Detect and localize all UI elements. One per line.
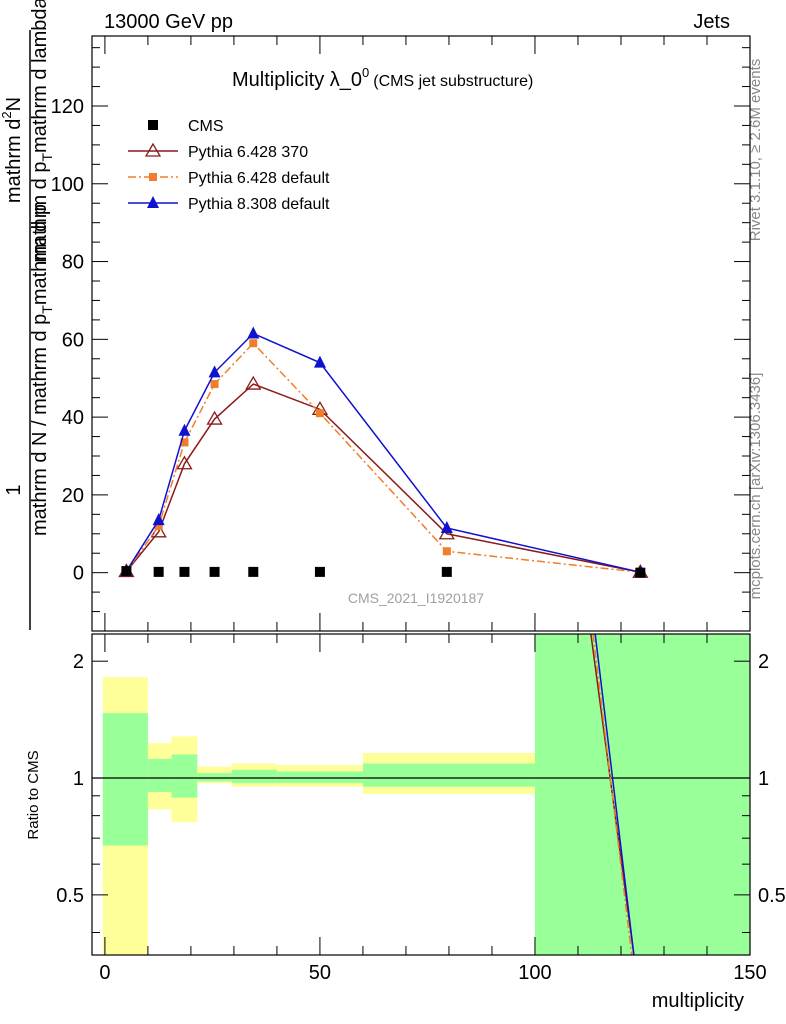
data-point-3 <box>152 513 165 526</box>
data-point-3 <box>178 423 191 436</box>
ylabel-den-b: mathrm d lambda <box>29 0 51 153</box>
data-point-2 <box>249 339 258 348</box>
ylabel-top-den-sub: T <box>39 305 55 314</box>
lower-xtick-label: 100 <box>518 962 551 984</box>
legend-marker-2 <box>149 173 157 181</box>
ylabel-den: mathrm d pTmathrm d lambda <box>29 0 55 263</box>
lower-xtick-label: 50 <box>309 962 331 984</box>
upper-ytick-label: 20 <box>62 485 84 507</box>
lower-ytick-label-left: 2 <box>73 651 84 673</box>
series-line-3 <box>125 332 641 574</box>
data-point-1 <box>176 455 193 470</box>
data-point-3 <box>440 520 453 533</box>
uncertainty-band-green <box>171 754 198 798</box>
data-point-1 <box>245 375 262 390</box>
ylabel-top-den-a: mathrm d N / mathrm d p <box>29 314 51 536</box>
chart-title-sup: 0 <box>362 65 369 80</box>
data-point-0 <box>121 566 132 577</box>
lower-ytick-label-right: 0.5 <box>758 885 786 907</box>
mcplots-label: mcplots.cern.ch [arXiv:1306.3436] <box>747 373 764 600</box>
upper-ytick-label: 60 <box>62 329 84 351</box>
lower-frame <box>91 633 751 956</box>
lower-ytick-label-right: 2 <box>758 651 769 673</box>
header-right: Jets <box>693 11 730 33</box>
chart-title-sub: (CMS jet substructure) <box>373 73 533 90</box>
data-point-2 <box>154 522 163 530</box>
data-point-0 <box>179 566 190 577</box>
legend-marker-1 <box>144 142 162 157</box>
upper-ytick-label: 120 <box>51 96 84 118</box>
rivet-label: Rivet 3.1.10, ≥ 2.6M events <box>747 59 764 242</box>
lower-ylabel: Ratio to CMS <box>25 750 42 839</box>
ylabel-den-a: mathrm d p <box>29 162 51 263</box>
legend-marker-0 <box>148 120 158 130</box>
legend-label: Pythia 6.428 370 <box>188 144 308 161</box>
ylabel-one: 1 <box>3 484 25 495</box>
chart-title: Multiplicity λ_00 (CMS jet substructure) <box>232 65 533 91</box>
legend-label: CMS <box>188 118 224 135</box>
data-point-2 <box>210 380 219 389</box>
ratio-line-2 <box>594 634 635 955</box>
lower-xlabel: multiplicity <box>652 990 744 1012</box>
legend-label: Pythia 6.428 default <box>188 170 330 187</box>
data-point-3 <box>208 365 221 378</box>
uncertainty-band-green <box>231 769 277 784</box>
lower-xtick-label: 0 <box>99 962 110 984</box>
header-left: 13000 GeV pp <box>104 11 233 33</box>
uncertainty-band-green <box>147 758 172 793</box>
data-point-0 <box>209 566 220 577</box>
upper-frame <box>91 35 751 632</box>
ylabel-num-a: mathrm d <box>3 119 25 203</box>
upper-ytick-label: 40 <box>62 407 84 429</box>
data-point-3 <box>247 326 260 339</box>
lower-ytick-label-right: 1 <box>758 768 769 790</box>
ylabel-num: mathrm d2N <box>0 97 25 203</box>
chart-title-main: Multiplicity λ_0 <box>232 69 362 91</box>
ylabel-top-den-b: mathrm d p <box>29 204 51 305</box>
lower-plot: 0.5 0.5 1 1 2 2 0 50 100 150 <box>56 633 786 984</box>
ylabel-top-den: mathrm d N / mathrm d pTmathrm d p <box>29 204 55 536</box>
analysis-id: CMS_2021_I1920187 <box>348 590 484 606</box>
upper-ytick-label: 0 <box>73 563 84 585</box>
data-point-2 <box>180 438 189 447</box>
upper-ytick-label: 80 <box>62 252 84 274</box>
uncertainty-band-green <box>102 713 148 846</box>
uncertainty-band-green <box>197 773 232 782</box>
ylabel-den-sub: T <box>39 153 55 162</box>
uncertainty-band-green <box>362 763 535 787</box>
lower-xtick-label: 150 <box>733 962 766 984</box>
uncertainty-band-green <box>276 771 363 784</box>
data-point-3 <box>313 355 326 368</box>
lower-clipped <box>92 634 750 955</box>
upper-ylabel: 1 mathrm d N / mathrm d pTmathrm d p mat… <box>0 0 55 630</box>
data-point-0 <box>248 566 259 577</box>
lower-ytick-label-left: 0.5 <box>56 885 84 907</box>
ratio-line-1 <box>592 634 633 955</box>
upper-plot: 0 20 40 60 80 100 120 <box>51 35 751 632</box>
ylabel-num-b: N <box>3 97 25 111</box>
series-line-1 <box>125 383 641 574</box>
legend: CMS Pythia 6.428 370 Pythia 6.428 default P… <box>128 118 330 213</box>
data-point-1 <box>206 410 223 425</box>
lower-ytick-label-left: 1 <box>73 768 84 790</box>
uncertainty-band-green <box>534 634 750 955</box>
data-point-0 <box>153 566 164 577</box>
data-point-2 <box>442 547 451 556</box>
data-point-0 <box>441 566 452 577</box>
series-line-2 <box>125 342 641 574</box>
upper-ytick-label: 100 <box>51 174 84 196</box>
ylabel-num-sup: 2 <box>0 111 14 118</box>
legend-marker-3 <box>147 196 159 208</box>
data-point-0 <box>635 567 646 578</box>
data-point-0 <box>314 566 325 577</box>
data-point-2 <box>315 409 324 418</box>
legend-label: Pythia 8.308 default <box>188 196 330 213</box>
